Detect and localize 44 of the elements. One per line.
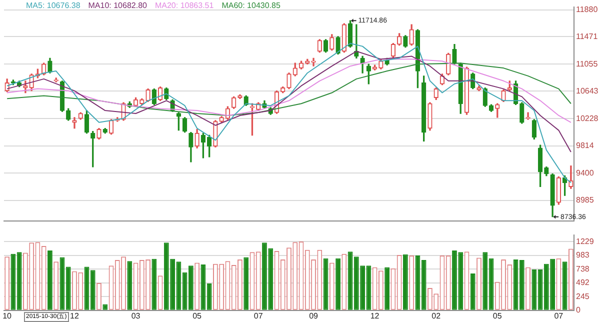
y-tick-label: 8985	[576, 196, 594, 205]
bar	[262, 242, 267, 310]
y-tick-label: 11471	[576, 32, 598, 41]
y-tick-label: 1229	[576, 236, 594, 246]
x-tick-label: 10	[2, 311, 12, 320]
bar	[152, 258, 157, 310]
x-tick-label: 07	[254, 311, 264, 320]
x-tick-label: 12	[370, 311, 380, 320]
bar	[403, 254, 408, 310]
text: MA5: 10676.38	[26, 1, 80, 10]
y-tick-label: 11880	[576, 4, 598, 14]
y-tick-label: 9400	[576, 168, 594, 178]
x-tick-label: 05	[492, 311, 502, 320]
bar	[458, 252, 464, 310]
y-tick-label: 10228	[576, 114, 599, 123]
y-tick-label: 492	[576, 278, 590, 288]
bar	[452, 250, 457, 310]
bar	[336, 258, 340, 310]
bar	[164, 242, 169, 310]
bar	[562, 262, 568, 310]
y-tick-label: 9814	[576, 141, 594, 150]
text: MA10: 10682.80	[88, 1, 147, 10]
y-tick-label: 245	[576, 292, 590, 301]
bar	[127, 261, 132, 310]
text: MA60: 10430.85	[222, 1, 280, 10]
bar	[470, 273, 476, 310]
y-tick-label: 0	[576, 306, 581, 315]
x-tick-label: 03	[131, 311, 141, 320]
x-tick-label: 05	[192, 311, 202, 320]
x-tick-label: 07	[554, 311, 564, 320]
y-tick-label: 738	[576, 264, 590, 274]
bar	[244, 257, 249, 310]
y-tick-label: 10643	[576, 86, 599, 96]
x-tick-label: 09	[309, 311, 319, 320]
text: MA20: 10863.51	[154, 1, 214, 10]
bar	[384, 267, 390, 310]
x-tick-label: 02	[432, 311, 442, 320]
y-tick-label: 983	[576, 250, 590, 260]
bar	[48, 250, 52, 310]
y-tick-label: 11055	[576, 59, 598, 68]
x-tick-label: 12	[70, 311, 80, 320]
bar	[550, 258, 555, 310]
bar	[268, 248, 274, 310]
candlestick	[526, 112, 530, 120]
